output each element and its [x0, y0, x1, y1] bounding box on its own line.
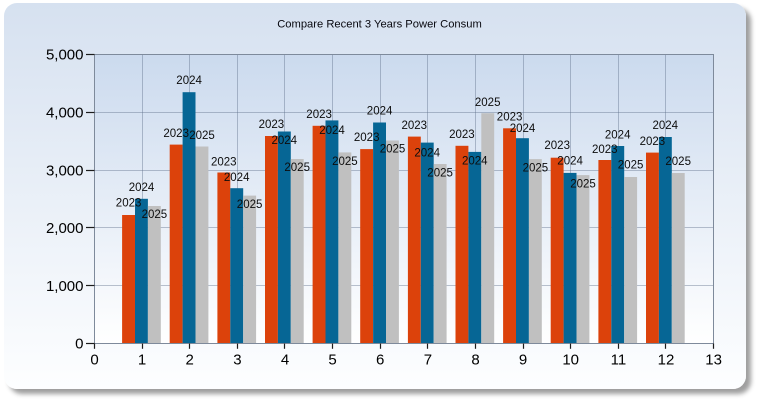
svg-text:2023: 2023 — [163, 128, 189, 140]
svg-text:2023: 2023 — [211, 156, 237, 168]
svg-text:2023: 2023 — [116, 197, 142, 209]
svg-text:2024: 2024 — [557, 155, 583, 167]
svg-text:2025: 2025 — [284, 162, 310, 174]
svg-text:2024: 2024 — [605, 129, 631, 141]
svg-text:2024: 2024 — [272, 135, 298, 147]
svg-text:2023: 2023 — [402, 120, 428, 132]
svg-text:2024: 2024 — [224, 172, 250, 184]
svg-text:2023: 2023 — [497, 111, 523, 123]
svg-text:2023: 2023 — [640, 136, 666, 148]
svg-text:0: 0 — [90, 352, 98, 369]
svg-text:2023: 2023 — [259, 119, 285, 131]
svg-text:2025: 2025 — [475, 97, 501, 109]
svg-text:2023: 2023 — [544, 140, 570, 152]
svg-text:11: 11 — [611, 352, 627, 369]
svg-text:2025: 2025 — [618, 159, 644, 171]
svg-text:4: 4 — [281, 352, 289, 369]
svg-text:3: 3 — [233, 352, 241, 369]
svg-text:2024: 2024 — [510, 123, 536, 135]
svg-text:2023: 2023 — [306, 109, 332, 121]
svg-text:8: 8 — [471, 352, 479, 369]
svg-text:1: 1 — [138, 352, 146, 369]
svg-text:3,000: 3,000 — [46, 162, 84, 179]
svg-text:2025: 2025 — [189, 130, 215, 142]
svg-text:2024: 2024 — [129, 182, 155, 194]
svg-text:2024: 2024 — [367, 105, 393, 117]
svg-text:9: 9 — [519, 352, 527, 369]
svg-text:2025: 2025 — [523, 163, 549, 175]
svg-text:10: 10 — [562, 352, 579, 369]
svg-text:2024: 2024 — [319, 125, 345, 137]
svg-text:2,000: 2,000 — [46, 220, 84, 237]
svg-text:2: 2 — [186, 352, 194, 369]
svg-text:2025: 2025 — [332, 156, 358, 168]
svg-text:2024: 2024 — [462, 156, 488, 168]
svg-text:6: 6 — [376, 352, 384, 369]
svg-text:2025: 2025 — [570, 178, 596, 190]
svg-text:12: 12 — [658, 352, 675, 369]
svg-text:5: 5 — [328, 352, 336, 369]
svg-text:2024: 2024 — [176, 75, 202, 87]
svg-text:5,000: 5,000 — [46, 47, 84, 64]
svg-text:2023: 2023 — [449, 129, 475, 141]
svg-text:2025: 2025 — [427, 168, 453, 180]
svg-text:2025: 2025 — [237, 199, 263, 211]
svg-text:2025: 2025 — [380, 143, 406, 155]
svg-text:1,000: 1,000 — [46, 278, 84, 295]
svg-text:4,000: 4,000 — [46, 105, 84, 122]
svg-text:Compare Recent 3 Years Power C: Compare Recent 3 Years Power Consum — [277, 18, 482, 30]
svg-text:2023: 2023 — [592, 144, 618, 156]
svg-text:13: 13 — [705, 352, 722, 369]
svg-text:2025: 2025 — [665, 156, 691, 168]
svg-text:2025: 2025 — [142, 209, 168, 221]
svg-text:2023: 2023 — [354, 132, 380, 144]
svg-text:2024: 2024 — [414, 148, 440, 160]
svg-text:7: 7 — [424, 352, 432, 369]
svg-text:0: 0 — [75, 336, 83, 353]
svg-text:2024: 2024 — [653, 120, 679, 132]
